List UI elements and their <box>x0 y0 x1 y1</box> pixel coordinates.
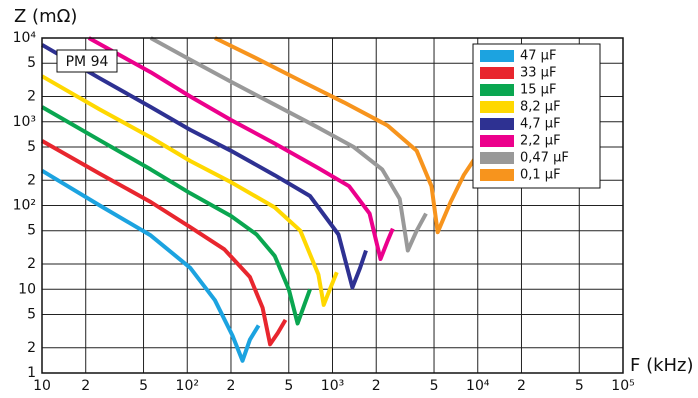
x-tick-label: 10² <box>176 378 199 394</box>
annotation-box <box>56 49 118 73</box>
x-tick-label: 2 <box>81 378 90 394</box>
legend-label: 2,2 µF <box>520 134 561 149</box>
legend-swatch <box>480 67 514 79</box>
impedance-curve <box>214 36 479 235</box>
impedance-curve <box>41 74 339 307</box>
y-tick-label: 10 <box>18 281 36 297</box>
x-tick-label: 10⁵ <box>611 378 634 394</box>
x-tick-label: 5 <box>430 378 439 394</box>
x-tick-label: 5 <box>139 378 148 394</box>
x-tick-label: 10⁴ <box>466 378 490 394</box>
y-tick-label: 10² <box>13 198 36 214</box>
y-tick-label: 5 <box>27 139 36 155</box>
y-tick-label: 10⁴ <box>13 30 37 46</box>
y-tick-label: 1 <box>27 365 36 381</box>
legend-swatch <box>480 152 514 164</box>
impedance-curve <box>41 139 288 347</box>
x-tick-label: 2 <box>517 378 526 394</box>
annotation: PM 94 <box>66 54 109 70</box>
legend-label: 15 µF <box>520 83 556 98</box>
x-axis-label: F (kHz) <box>630 355 694 376</box>
legend-swatch <box>480 84 514 96</box>
x-tick-label: 10³ <box>321 378 344 394</box>
impedance-curve <box>41 105 312 326</box>
impedance-curve <box>40 168 261 363</box>
x-tick-label: 2 <box>372 378 381 394</box>
legend-swatch <box>480 50 514 62</box>
legend-swatch <box>480 169 514 181</box>
impedance-curve <box>87 36 395 261</box>
legend-label: 33 µF <box>520 66 556 81</box>
x-tick-label: 5 <box>575 378 584 394</box>
impedance-curve <box>149 36 428 253</box>
y-tick-label: 10³ <box>13 114 36 130</box>
y-tick-label: 5 <box>27 55 36 71</box>
legend-label: 0,1 µF <box>520 168 561 183</box>
x-tick-label: 5 <box>284 378 293 394</box>
legend-swatch <box>480 101 514 113</box>
x-tick-label: 2 <box>227 378 236 394</box>
y-tick-label: 5 <box>27 306 36 322</box>
legend-label: 8,2 µF <box>520 100 561 115</box>
y-tick-label: 5 <box>27 223 36 239</box>
y-axis-label: Z (mΩ) <box>14 6 77 27</box>
y-tick-label: 2 <box>27 172 36 188</box>
y-tick-label: 2 <box>27 256 36 272</box>
legend-label: 4,7 µF <box>520 117 561 132</box>
y-tick-label: 2 <box>27 89 36 105</box>
legend-swatch <box>480 118 514 130</box>
y-tick-label: 2 <box>27 340 36 356</box>
x-tick-label: 10 <box>33 378 51 394</box>
legend-label: 47 µF <box>520 49 556 64</box>
legend-label: 0,47 µF <box>520 151 569 166</box>
legend-swatch <box>480 135 514 147</box>
impedance-curve <box>40 43 368 290</box>
plot-frame <box>41 37 624 374</box>
